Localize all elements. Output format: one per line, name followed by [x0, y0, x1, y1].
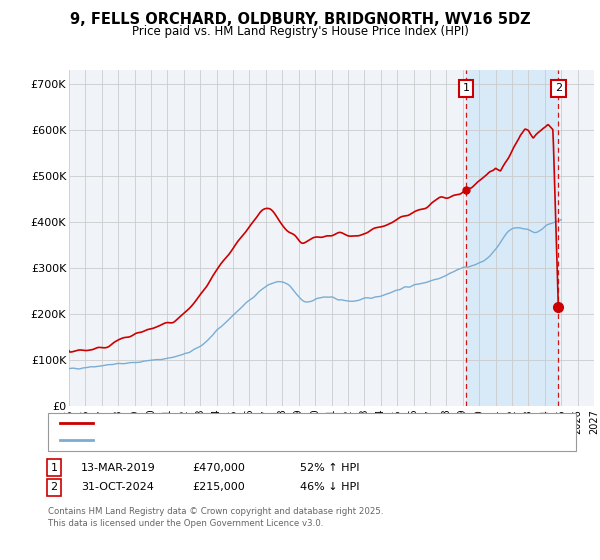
Text: 13-MAR-2019: 13-MAR-2019 [81, 463, 156, 473]
Text: 52% ↑ HPI: 52% ↑ HPI [300, 463, 359, 473]
Text: 2: 2 [555, 83, 562, 94]
Text: £470,000: £470,000 [192, 463, 245, 473]
Bar [466, 70, 559, 406]
Text: Price paid vs. HM Land Registry's House Price Index (HPI): Price paid vs. HM Land Registry's House … [131, 25, 469, 38]
Text: 2: 2 [50, 482, 58, 492]
Text: 1: 1 [463, 83, 470, 94]
Text: 31-OCT-2024: 31-OCT-2024 [81, 482, 154, 492]
Bar [466, 70, 559, 406]
Text: HPI: Average price, detached house, Shropshire: HPI: Average price, detached house, Shro… [99, 435, 348, 445]
Text: 46% ↓ HPI: 46% ↓ HPI [300, 482, 359, 492]
Text: 9, FELLS ORCHARD, OLDBURY, BRIDGNORTH, WV16 5DZ (detached house): 9, FELLS ORCHARD, OLDBURY, BRIDGNORTH, W… [99, 418, 488, 428]
Text: 1: 1 [50, 463, 58, 473]
Text: 9, FELLS ORCHARD, OLDBURY, BRIDGNORTH, WV16 5DZ: 9, FELLS ORCHARD, OLDBURY, BRIDGNORTH, W… [70, 12, 530, 27]
Text: £215,000: £215,000 [192, 482, 245, 492]
Text: Contains HM Land Registry data © Crown copyright and database right 2025.
This d: Contains HM Land Registry data © Crown c… [48, 507, 383, 528]
